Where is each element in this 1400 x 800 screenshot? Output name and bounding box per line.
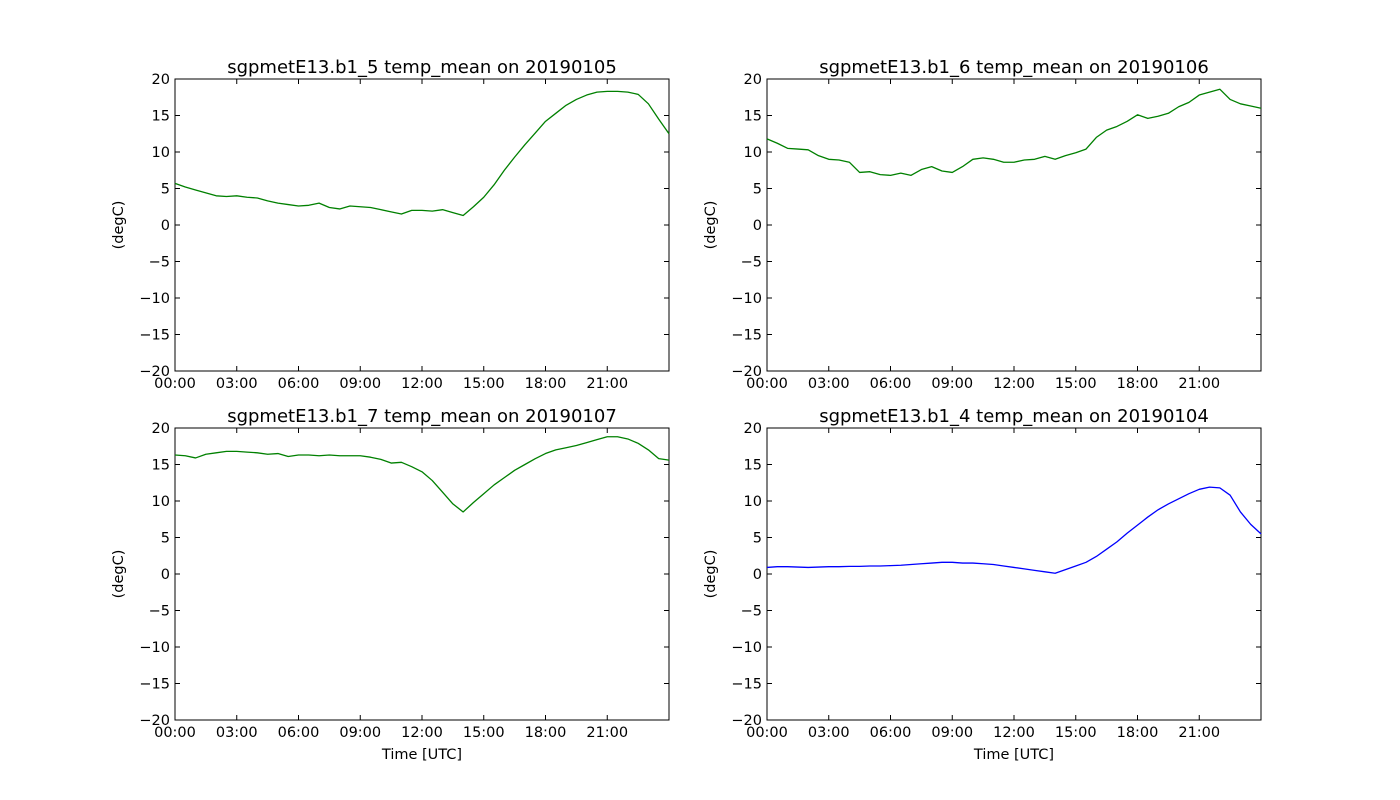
y-tick-label: 10 (152, 145, 170, 161)
y-tick-label: 10 (152, 494, 170, 510)
y-tick-label: 15 (152, 109, 170, 125)
x-tick-label: 18:00 (1117, 725, 1159, 741)
y-tick-label: −20 (731, 364, 762, 380)
y-tick-label: 0 (161, 218, 170, 234)
y-tick-label: −15 (731, 328, 762, 344)
x-tick-label: 00:00 (746, 376, 788, 392)
y-tick-label: 10 (744, 145, 762, 161)
series-line (174, 90, 670, 217)
y-tick-label: 5 (753, 182, 762, 198)
y-axis-label: (degC) (111, 550, 127, 599)
subplot-bottom-left: −20 −15 −10 −5 0 5 10 15 20 00:00 03:00 06:00 09:00 1… (111, 406, 670, 763)
x-tick-label: 12:00 (401, 376, 443, 392)
y-tick-label: 0 (753, 218, 762, 234)
x-tick-label: 18:00 (525, 725, 567, 741)
subplot-top-right: −20 −15 −10 −5 0 5 10 15 20 00:00 03:00 06:00 09:00 1… (703, 57, 1262, 392)
axes-frame (174, 78, 670, 372)
x-tick-label: 06:00 (278, 376, 320, 392)
subplot-top-left: −20 −15 −10 −5 0 5 10 15 20 00:00 03:00 06:00 09:00 1… (111, 57, 670, 392)
x-tick-label: 12:00 (993, 725, 1035, 741)
y-tick-label: −15 (139, 328, 170, 344)
x-tick-label: 06:00 (870, 725, 912, 741)
x-tick-label: 21:00 (1178, 725, 1220, 741)
series-line (766, 88, 1262, 177)
y-tick-label: 15 (744, 109, 762, 125)
y-tick-label: −10 (731, 291, 762, 307)
y-tick-label: −10 (139, 291, 170, 307)
series-line (766, 486, 1262, 574)
axes-frame (174, 427, 670, 721)
x-tick-label: 12:00 (993, 376, 1035, 392)
y-tick-label: −20 (139, 713, 170, 729)
y-tick-label: 20 (744, 421, 762, 437)
x-tick-label: 09:00 (931, 725, 973, 741)
chart-title: sgpmetE13.b1_6 temp_mean on 20190106 (819, 57, 1209, 78)
x-tick-label: 09:00 (931, 376, 973, 392)
y-tick-label: 15 (152, 458, 170, 474)
y-axis-label: (degC) (111, 201, 127, 250)
y-tick-label: 15 (744, 458, 762, 474)
y-tick-label: 20 (152, 72, 170, 88)
x-tick-label: 18:00 (525, 376, 567, 392)
x-tick-label: 00:00 (154, 725, 196, 741)
y-tick-label: −20 (139, 364, 170, 380)
y-axis-label: (degC) (703, 550, 719, 599)
x-tick-label: 21:00 (1178, 376, 1220, 392)
x-tick-label: 06:00 (278, 725, 320, 741)
y-tick-label: 5 (753, 531, 762, 547)
y-tick-label: 5 (161, 182, 170, 198)
y-tick-label: −5 (741, 255, 762, 271)
y-tick-label: 0 (753, 567, 762, 583)
x-tick-label: 09:00 (339, 376, 381, 392)
x-tick-label: 18:00 (1117, 376, 1159, 392)
chart-title: sgpmetE13.b1_7 temp_mean on 20190107 (227, 406, 617, 427)
y-tick-label: 10 (744, 494, 762, 510)
chart-title: sgpmetE13.b1_4 temp_mean on 20190104 (819, 406, 1209, 427)
x-tick-label: 21:00 (586, 725, 628, 741)
x-tick-label: 03:00 (216, 725, 258, 741)
y-tick-label: 20 (744, 72, 762, 88)
y-tick-label: −20 (731, 713, 762, 729)
x-tick-label: 03:00 (808, 725, 850, 741)
chart-title: sgpmetE13.b1_5 temp_mean on 20190105 (227, 57, 617, 78)
x-tick-label: 00:00 (154, 376, 196, 392)
axes-frame (766, 427, 1262, 721)
y-tick-label: −5 (149, 604, 170, 620)
y-tick-label: −5 (149, 255, 170, 271)
y-tick-label: −10 (731, 640, 762, 656)
x-axis-label: Time [UTC] (381, 747, 462, 763)
x-tick-label: 21:00 (586, 376, 628, 392)
x-tick-label: 09:00 (339, 725, 381, 741)
y-tick-label: 5 (161, 531, 170, 547)
subplot-bottom-right: −20 −15 −10 −5 0 5 10 15 20 00:00 03:00 06:00 09:00 1… (703, 406, 1262, 763)
x-tick-label: 15:00 (463, 376, 505, 392)
x-tick-label: 12:00 (401, 725, 443, 741)
x-tick-label: 15:00 (1055, 725, 1097, 741)
x-axis-label: Time [UTC] (973, 747, 1054, 763)
y-tick-label: −5 (741, 604, 762, 620)
axes-frame (766, 78, 1262, 372)
x-tick-label: 15:00 (1055, 376, 1097, 392)
y-axis-label: (degC) (703, 201, 719, 250)
x-tick-label: 03:00 (808, 376, 850, 392)
y-tick-label: −15 (731, 677, 762, 693)
y-tick-label: −10 (139, 640, 170, 656)
y-tick-label: −15 (139, 677, 170, 693)
x-tick-label: 00:00 (746, 725, 788, 741)
x-tick-label: 03:00 (216, 376, 258, 392)
y-tick-label: 0 (161, 567, 170, 583)
y-tick-label: 20 (152, 421, 170, 437)
x-tick-label: 06:00 (870, 376, 912, 392)
x-tick-label: 15:00 (463, 725, 505, 741)
series-line (174, 436, 670, 513)
